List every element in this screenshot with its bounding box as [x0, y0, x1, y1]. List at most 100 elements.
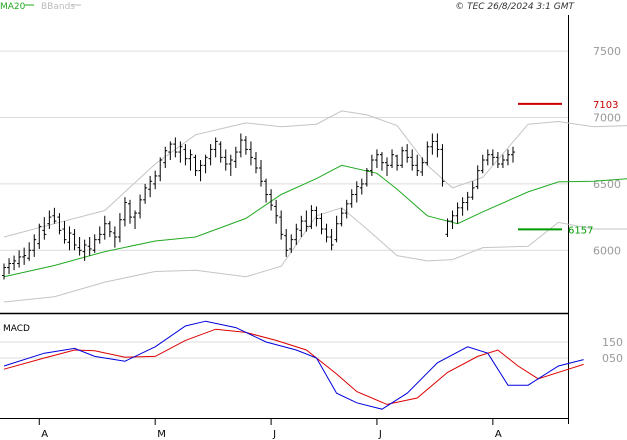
bollinger-lower-line: [3, 207, 627, 303]
price-bar: [430, 133, 435, 155]
price-bar: [138, 194, 143, 219]
price-bar: [379, 152, 384, 171]
price-bar: [2, 263, 6, 280]
price-bar: [27, 242, 32, 261]
price-bar: [77, 237, 82, 256]
price-bar: [495, 152, 500, 168]
price-tick-label: 7500: [593, 45, 621, 58]
price-bar: [420, 157, 425, 176]
price-bar: [82, 239, 87, 261]
price-bar: [7, 258, 12, 275]
price-tick-label: 6000: [593, 244, 621, 257]
price-bar: [299, 215, 304, 237]
price-bar: [475, 165, 480, 190]
price-bar: [102, 215, 107, 240]
x-tick-label: J: [378, 429, 382, 440]
price-bar: [203, 154, 208, 174]
price-bar: [163, 146, 168, 168]
price-bar: [359, 178, 364, 195]
price-bar: [455, 202, 460, 224]
price-bar: [490, 149, 495, 166]
price-bar: [309, 205, 314, 230]
legend-bbands-label: BBands: [41, 2, 75, 12]
price-bar: [269, 189, 274, 211]
price-bar: [87, 237, 92, 256]
price-bar: [390, 149, 395, 168]
copyright-text: © TEC 26/8/2024 3:1 GMT: [455, 2, 575, 12]
price-bar: [470, 181, 475, 200]
x-tick-label: A: [495, 429, 502, 440]
level-7103-label: 7103: [593, 100, 618, 111]
price-bar: [243, 136, 248, 155]
price-bar: [364, 167, 369, 187]
macd-tick-label: 150: [602, 336, 623, 349]
price-bar: [304, 210, 309, 232]
bollinger-upper-line: [3, 110, 627, 238]
price-bar: [405, 144, 410, 163]
price-bar: [22, 247, 27, 265]
price-bar: [400, 146, 405, 168]
price-bar: [415, 154, 420, 176]
price-bar: [279, 210, 284, 240]
price-bar: [47, 210, 52, 230]
price-bar: [52, 207, 57, 224]
price-bar: [233, 146, 238, 168]
price-bar: [178, 141, 183, 163]
macd-title: MACD: [3, 324, 30, 334]
ma20-line: [3, 164, 627, 278]
price-bar: [72, 229, 77, 251]
price-bar: [37, 223, 42, 249]
price-bar: [460, 197, 465, 216]
price-bar: [62, 221, 67, 244]
price-bar: [319, 213, 324, 235]
price-bar: [289, 234, 294, 253]
legend-ma20-label: MA20: [0, 2, 26, 12]
price-bar: [57, 213, 62, 235]
price-bar: [485, 149, 490, 166]
price-bar: [450, 210, 455, 230]
x-tick-label: J: [272, 429, 276, 440]
price-bar: [334, 215, 339, 243]
price-bar: [183, 144, 188, 166]
price-bar: [168, 141, 173, 161]
price-bar: [511, 146, 515, 163]
price-bar: [480, 154, 485, 174]
price-bar: [67, 226, 72, 251]
price-bar: [395, 154, 400, 171]
price-bar: [445, 218, 450, 237]
price-bar: [17, 250, 22, 268]
x-tick-label: A: [41, 429, 48, 440]
price-bar: [324, 223, 329, 243]
price-bar: [143, 183, 148, 204]
price-bar: [369, 154, 374, 176]
price-bar: [385, 157, 390, 176]
price-bar: [198, 160, 203, 182]
price-bar: [122, 197, 127, 227]
price-bar: [329, 229, 334, 251]
price-bar: [374, 149, 379, 168]
price-bar: [259, 160, 264, 187]
price-bar: [107, 221, 112, 237]
price-bar: [173, 137, 178, 158]
price-bar: [133, 210, 138, 230]
price-bar: [218, 141, 223, 163]
price-bar: [213, 137, 218, 158]
price-bar: [208, 144, 213, 166]
price-bar: [294, 223, 299, 245]
price-bar: [188, 149, 193, 171]
macd-signal-line: [3, 328, 584, 405]
price-bar: [12, 255, 17, 271]
price-bar: [314, 206, 319, 227]
price-bar: [238, 133, 243, 158]
price-bar: [148, 175, 153, 198]
price-bar: [465, 191, 470, 211]
price-bar: [264, 178, 269, 203]
price-bar: [435, 133, 440, 158]
price-bar: [440, 144, 445, 187]
price-bar: [42, 217, 47, 240]
price-bar: [112, 226, 117, 248]
level-6157-label: 6157: [568, 225, 593, 236]
price-bar: [32, 234, 37, 257]
price-bar: [349, 189, 354, 208]
